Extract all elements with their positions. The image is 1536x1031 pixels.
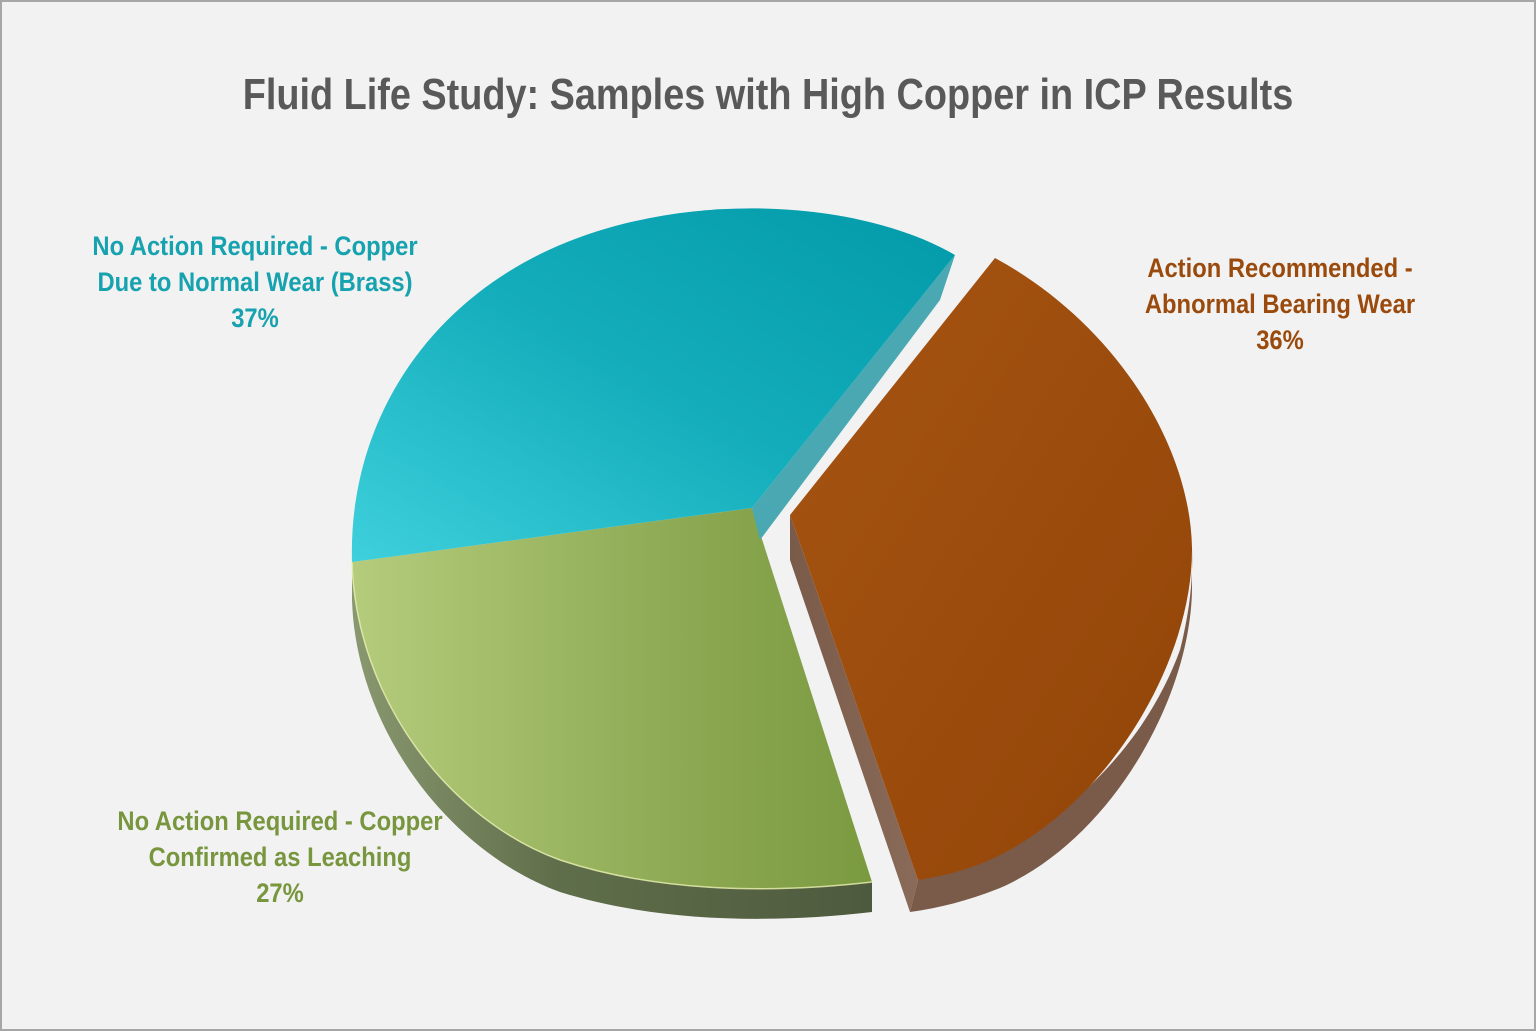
label-green-line1: No Action Required - Copper bbox=[117, 806, 443, 836]
slice-side-brown bbox=[790, 515, 918, 912]
data-label-teal: No Action Required - Copper Due to Norma… bbox=[83, 228, 426, 336]
pie-slice-green[interactable] bbox=[352, 508, 872, 889]
data-label-brown: Action Recommended - Abnormal Bearing We… bbox=[1126, 250, 1434, 358]
label-green-line2: Confirmed as Leaching bbox=[148, 842, 412, 872]
label-brown-pct: 36% bbox=[1256, 325, 1304, 355]
chart-title: Fluid Life Study: Samples with High Copp… bbox=[242, 70, 1294, 119]
pie-slice-teal[interactable] bbox=[351, 208, 955, 562]
label-teal-line2: Due to Normal Wear (Brass) bbox=[97, 267, 413, 297]
rim-highlight bbox=[351, 561, 873, 890]
pie-slice-brown[interactable] bbox=[790, 258, 1193, 880]
label-green-pct: 27% bbox=[256, 878, 304, 908]
data-label-green: No Action Required - Copper Confirmed as… bbox=[113, 803, 447, 911]
label-teal-line1: No Action Required - Copper bbox=[92, 231, 418, 261]
slice-side-teal bbox=[752, 255, 955, 540]
label-brown-line1: Action Recommended - bbox=[1147, 253, 1413, 283]
label-brown-line2: Abnormal Bearing Wear bbox=[1144, 289, 1416, 319]
slice-side-green bbox=[352, 562, 872, 919]
label-teal-pct: 37% bbox=[231, 303, 279, 333]
